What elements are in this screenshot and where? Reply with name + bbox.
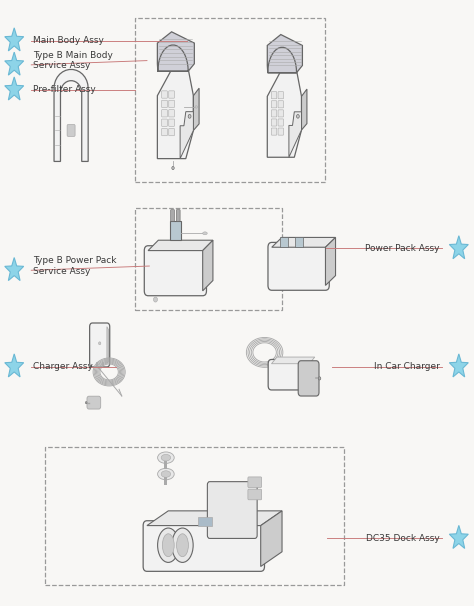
Text: Charger Assy: Charger Assy xyxy=(33,362,93,371)
FancyBboxPatch shape xyxy=(169,91,174,98)
FancyBboxPatch shape xyxy=(169,100,174,108)
Ellipse shape xyxy=(157,452,174,464)
Bar xyxy=(198,518,212,525)
FancyBboxPatch shape xyxy=(162,100,167,108)
Polygon shape xyxy=(272,357,315,364)
Polygon shape xyxy=(272,238,336,247)
Polygon shape xyxy=(5,77,24,100)
Polygon shape xyxy=(5,52,24,75)
FancyBboxPatch shape xyxy=(271,110,277,117)
Polygon shape xyxy=(295,238,303,247)
Bar xyxy=(135,18,325,182)
Polygon shape xyxy=(267,73,301,157)
FancyBboxPatch shape xyxy=(278,128,283,135)
FancyBboxPatch shape xyxy=(278,110,283,117)
Polygon shape xyxy=(107,327,109,363)
Text: Type B Power Pack
Service Assy: Type B Power Pack Service Assy xyxy=(33,256,117,276)
Polygon shape xyxy=(157,72,193,159)
Polygon shape xyxy=(193,88,199,130)
Polygon shape xyxy=(449,525,468,548)
FancyBboxPatch shape xyxy=(143,521,264,571)
FancyBboxPatch shape xyxy=(298,361,319,396)
FancyBboxPatch shape xyxy=(162,128,167,136)
Polygon shape xyxy=(280,238,288,247)
Circle shape xyxy=(172,167,174,170)
Bar xyxy=(164,478,167,485)
FancyBboxPatch shape xyxy=(278,119,283,126)
FancyBboxPatch shape xyxy=(268,359,313,390)
Polygon shape xyxy=(147,511,282,525)
FancyBboxPatch shape xyxy=(169,110,174,117)
FancyBboxPatch shape xyxy=(271,128,277,135)
FancyBboxPatch shape xyxy=(169,128,174,136)
Bar xyxy=(45,447,344,585)
Ellipse shape xyxy=(297,115,299,118)
Polygon shape xyxy=(5,28,24,51)
Text: Pre-filter Assy: Pre-filter Assy xyxy=(33,85,96,94)
Ellipse shape xyxy=(157,468,174,480)
FancyBboxPatch shape xyxy=(87,396,100,409)
Polygon shape xyxy=(301,89,307,130)
Text: Type B Main Body
Service Assy: Type B Main Body Service Assy xyxy=(33,51,113,70)
Polygon shape xyxy=(5,354,24,377)
Ellipse shape xyxy=(176,534,189,557)
Polygon shape xyxy=(170,221,181,240)
Circle shape xyxy=(319,377,321,380)
Bar xyxy=(135,208,282,310)
Ellipse shape xyxy=(162,534,174,557)
Polygon shape xyxy=(261,511,282,567)
FancyBboxPatch shape xyxy=(271,92,277,99)
FancyBboxPatch shape xyxy=(176,210,180,221)
FancyBboxPatch shape xyxy=(248,489,262,500)
Text: In Car Charger: In Car Charger xyxy=(374,362,440,371)
Circle shape xyxy=(99,342,101,345)
Polygon shape xyxy=(449,236,468,259)
FancyBboxPatch shape xyxy=(162,119,167,127)
Ellipse shape xyxy=(203,232,207,235)
Polygon shape xyxy=(203,240,213,291)
Polygon shape xyxy=(326,238,336,285)
Ellipse shape xyxy=(161,471,171,478)
FancyBboxPatch shape xyxy=(67,125,75,136)
Circle shape xyxy=(154,297,157,302)
FancyBboxPatch shape xyxy=(162,110,167,117)
FancyBboxPatch shape xyxy=(90,323,109,367)
Text: DC35 Dock Assy: DC35 Dock Assy xyxy=(366,534,440,542)
FancyBboxPatch shape xyxy=(169,119,174,127)
FancyBboxPatch shape xyxy=(278,92,283,99)
Circle shape xyxy=(85,402,87,404)
Polygon shape xyxy=(180,112,193,159)
Text: Power Pack Assy: Power Pack Assy xyxy=(365,244,440,253)
Ellipse shape xyxy=(195,106,197,108)
Polygon shape xyxy=(267,35,302,73)
Polygon shape xyxy=(5,258,24,281)
Ellipse shape xyxy=(157,528,179,562)
Polygon shape xyxy=(289,112,301,157)
Polygon shape xyxy=(54,70,88,161)
FancyBboxPatch shape xyxy=(162,91,167,98)
FancyBboxPatch shape xyxy=(248,477,262,487)
FancyBboxPatch shape xyxy=(171,210,174,221)
Ellipse shape xyxy=(188,115,191,118)
FancyBboxPatch shape xyxy=(144,246,207,296)
Polygon shape xyxy=(148,240,213,251)
Bar xyxy=(164,461,167,469)
Ellipse shape xyxy=(172,528,193,562)
FancyBboxPatch shape xyxy=(207,482,257,538)
FancyBboxPatch shape xyxy=(268,242,329,290)
Polygon shape xyxy=(449,354,468,377)
Ellipse shape xyxy=(161,454,171,461)
FancyBboxPatch shape xyxy=(278,101,283,108)
Text: Main Body Assy: Main Body Assy xyxy=(33,36,104,45)
FancyBboxPatch shape xyxy=(271,101,277,108)
Polygon shape xyxy=(157,32,194,72)
FancyBboxPatch shape xyxy=(271,119,277,126)
